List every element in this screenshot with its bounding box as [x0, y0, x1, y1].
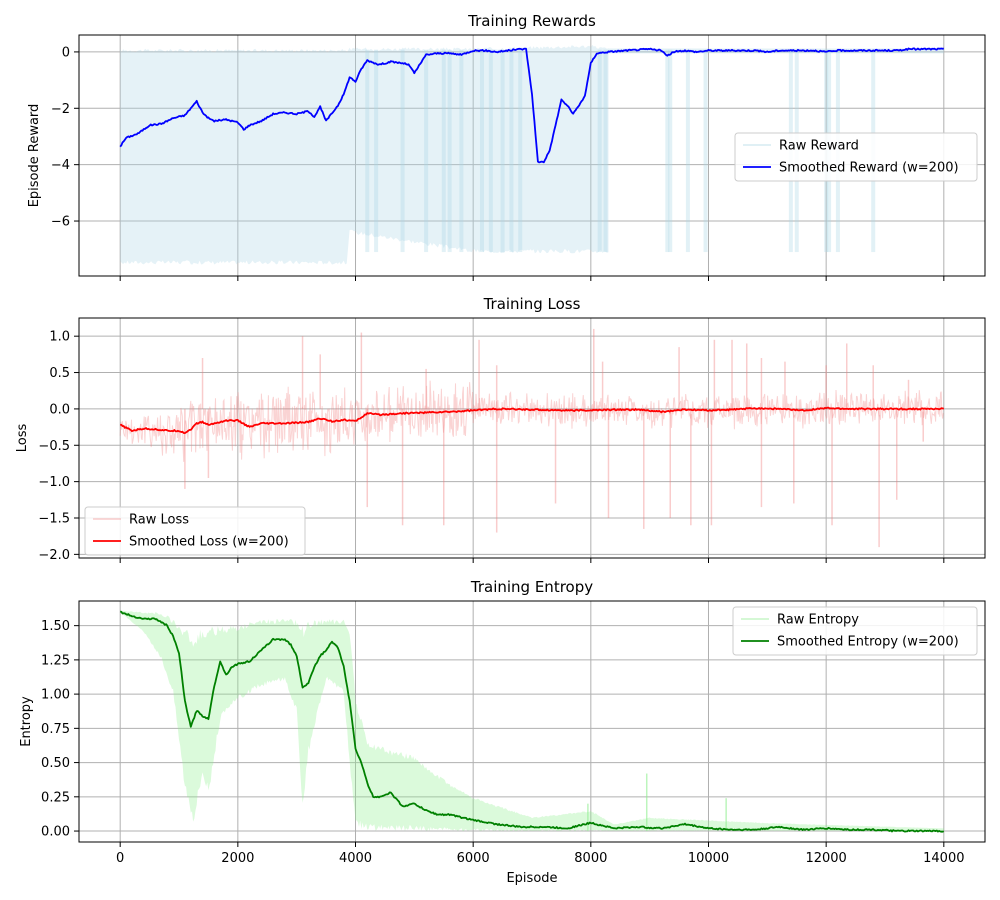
chart-2-xtick-label-6: 12000 — [805, 851, 846, 866]
chart-0-ytick-label-0: −6 — [51, 215, 70, 230]
chart-1-ytick-label-4: 0.0 — [49, 402, 70, 417]
chart-0-raw-spike-12 — [597, 49, 602, 253]
chart-0-raw-spike-15 — [668, 49, 673, 253]
chart-0-raw-spike-2 — [400, 49, 405, 253]
chart-0-raw-band — [120, 44, 609, 265]
chart-0-ylabel: Episode Reward — [27, 104, 42, 208]
chart-1-legend-label-0: Raw Loss — [129, 513, 189, 528]
chart-1-legend-label-1: Smoothed Loss (w=200) — [129, 535, 289, 550]
chart-2-xtick-label-2: 4000 — [339, 851, 372, 866]
chart-0-ytick-label-3: 0 — [62, 45, 70, 60]
chart-1-ytick-label-2: −1.0 — [38, 475, 70, 490]
chart-0-raw-spike-14 — [665, 49, 670, 253]
chart-1-series-0 — [120, 406, 945, 434]
chart-0-raw-spike-3 — [424, 49, 429, 253]
chart-2-raw-band — [120, 610, 944, 831]
chart-0-raw-spike-16 — [685, 49, 690, 253]
chart-2-ytick-label-2: 0.50 — [41, 756, 70, 771]
chart-2-xtick-label-1: 2000 — [221, 851, 254, 866]
chart-0-legend-label-1: Smoothed Reward (w=200) — [779, 161, 959, 176]
chart-2-legend: Raw Entropy Smoothed Entropy (w=200) — [732, 606, 978, 656]
chart-0-legend: Raw Reward Smoothed Reward (w=200) — [734, 132, 978, 182]
chart-2-title: Training Entropy — [470, 578, 593, 596]
chart-1-ytick-label-0: −2.0 — [38, 548, 70, 563]
chart-2-ylabel: Entropy — [19, 696, 34, 747]
chart-1-title: Training Loss — [483, 295, 581, 313]
chart-1-frame — [78, 317, 986, 559]
chart-0-series-0 — [119, 47, 945, 164]
chart-2-legend-label-1: Smoothed Entropy (w=200) — [777, 635, 959, 650]
chart-0-ytick-label-2: −2 — [51, 102, 70, 117]
chart-0-frame — [78, 34, 986, 277]
chart-0-raw-spike-5 — [447, 49, 452, 253]
chart-1-legend-box — [84, 506, 306, 556]
chart-0-title: Training Rewards — [467, 12, 596, 30]
chart-1-ytick-label-6: 1.0 — [49, 330, 70, 345]
chart-0-panel: −6 −4 −2 0 Training Rewards Episode Reward Raw… — [27, 12, 986, 281]
chart-2-panel: 0 2000 4000 6000 8000 10000 12000 14000 0.00 0.25… — [19, 578, 986, 886]
chart-2-xlabel: Episode — [506, 871, 557, 886]
chart-0-raw-spike-10 — [509, 49, 514, 253]
chart-2-ytick-label-4: 1.00 — [41, 688, 70, 703]
chart-0-raw-spike-6 — [459, 49, 464, 253]
chart-1-ytick-label-1: −1.5 — [38, 512, 70, 527]
chart-1-raw-line — [119, 380, 944, 462]
chart-1-ytick-label-5: 0.5 — [49, 366, 70, 381]
chart-0-raw-spike-9 — [500, 49, 505, 253]
chart-2-ytick-label-1: 0.25 — [41, 790, 70, 805]
chart-0-raw-spike-13 — [603, 49, 608, 253]
chart-0-ytick-label-1: −4 — [51, 158, 70, 173]
chart-1-ylabel: Loss — [15, 424, 30, 453]
chart-0-legend-label-0: Raw Reward — [779, 139, 859, 154]
chart-0-raw-spike-7 — [479, 49, 484, 253]
chart-0-plot-area — [119, 44, 945, 265]
chart-2-xtick-label-4: 8000 — [574, 851, 607, 866]
chart-0-raw-spike-1 — [374, 49, 379, 253]
chart-1-panel: −2.0 −1.5 −1.0 −0.5 0.0 0.5 1.0 Training Loss Lo… — [15, 295, 986, 563]
chart-1-ytick-label-3: −0.5 — [38, 439, 70, 454]
chart-2-xtick-label-3: 6000 — [457, 851, 490, 866]
chart-2-frame — [78, 600, 986, 843]
chart-2-ytick-label-0: 0.00 — [41, 825, 70, 840]
chart-2-plot-area — [119, 610, 945, 833]
chart-2-xtick-label-7: 14000 — [923, 851, 964, 866]
chart-0-raw-spike-11 — [518, 49, 523, 253]
chart-0-raw-spike-17 — [703, 49, 708, 253]
chart-2-legend-box — [732, 606, 978, 656]
chart-2-ytick-label-6: 1.50 — [41, 619, 70, 634]
chart-0-raw-spike-8 — [488, 49, 493, 253]
chart-1-legend: Raw Loss Smoothed Loss (w=200) — [84, 506, 306, 556]
chart-2-legend-label-0: Raw Entropy — [777, 613, 859, 628]
chart-2-ytick-label-3: 0.75 — [41, 722, 70, 737]
chart-2-series-0 — [119, 610, 945, 833]
chart-2-xtick-label-5: 10000 — [688, 851, 729, 866]
chart-1-plot-area — [119, 328, 945, 548]
chart-2-xtick-label-0: 0 — [116, 851, 124, 866]
chart-0-raw-spike-0 — [365, 49, 370, 253]
chart-0-raw-spike-4 — [441, 49, 446, 253]
chart-0-legend-box — [734, 132, 978, 182]
chart-2-ytick-label-5: 1.25 — [41, 653, 70, 668]
